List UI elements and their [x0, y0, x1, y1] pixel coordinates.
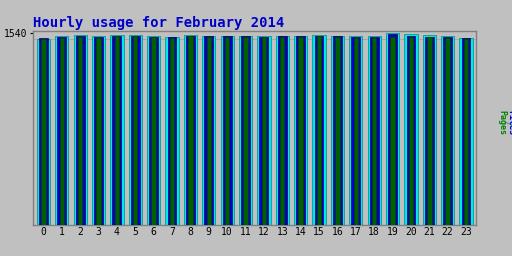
Bar [275, 36, 289, 225]
Bar [37, 39, 50, 225]
Bar [459, 38, 473, 225]
Bar [407, 36, 415, 225]
Bar [74, 35, 87, 225]
Bar [41, 39, 46, 225]
Bar [349, 36, 362, 225]
Bar [167, 37, 177, 225]
Bar [298, 37, 303, 225]
Bar [317, 36, 321, 225]
Bar [39, 38, 48, 225]
Bar [258, 36, 270, 225]
Bar [202, 36, 216, 225]
Text: Files: Files [506, 110, 512, 135]
Bar [331, 36, 344, 225]
Bar [409, 37, 413, 225]
Bar [188, 36, 193, 225]
Bar [186, 36, 195, 225]
Bar [94, 37, 103, 225]
Bar [315, 36, 324, 225]
Bar [262, 37, 266, 225]
Bar [368, 36, 381, 225]
Bar [76, 36, 84, 225]
Bar [221, 36, 234, 225]
Bar [241, 36, 250, 225]
Bar [404, 35, 418, 225]
Bar [260, 37, 268, 225]
Bar [354, 38, 358, 225]
Bar [243, 37, 248, 225]
Bar [370, 37, 378, 225]
Bar [204, 36, 213, 225]
Text: /: / [510, 115, 512, 130]
Bar [223, 36, 231, 225]
Bar [110, 35, 123, 225]
Bar [133, 36, 138, 225]
Bar [165, 37, 179, 225]
Bar [149, 37, 158, 225]
Bar [239, 36, 252, 225]
Bar [206, 37, 211, 225]
Bar [280, 37, 285, 225]
Bar [462, 38, 471, 225]
Bar [294, 36, 307, 225]
Bar [225, 37, 229, 225]
Bar [445, 38, 450, 225]
Bar [427, 37, 432, 225]
Bar [335, 37, 339, 225]
Bar [131, 36, 140, 225]
Bar [423, 36, 436, 225]
Text: Hourly usage for February 2014: Hourly usage for February 2014 [33, 16, 285, 29]
Bar [152, 37, 156, 225]
Bar [147, 36, 160, 225]
Bar [312, 35, 326, 225]
Bar [390, 37, 395, 225]
Bar [115, 36, 119, 225]
Bar [464, 39, 468, 225]
Bar [388, 35, 397, 225]
Text: /: / [503, 115, 512, 130]
Bar [184, 35, 197, 225]
Bar [170, 38, 174, 225]
Bar [78, 37, 82, 225]
Text: Pages: Pages [498, 110, 507, 135]
Bar [443, 37, 452, 225]
Bar [296, 36, 305, 225]
Bar [278, 36, 287, 225]
Bar [372, 38, 376, 225]
Bar [441, 36, 454, 225]
Bar [59, 38, 64, 225]
Bar [386, 33, 399, 225]
Bar [113, 36, 121, 225]
Bar [57, 37, 66, 225]
Bar [55, 36, 69, 225]
Bar [96, 38, 101, 225]
Bar [351, 37, 360, 225]
Bar [333, 36, 342, 225]
Bar [129, 35, 142, 225]
Bar [92, 36, 105, 225]
Bar [425, 37, 434, 225]
